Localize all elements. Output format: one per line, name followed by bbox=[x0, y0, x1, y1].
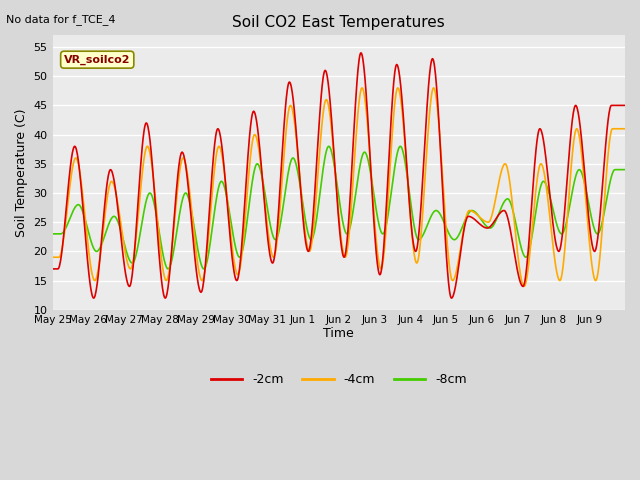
-2cm bbox=[397, 88, 405, 94]
-8cm bbox=[557, 230, 564, 236]
-8cm bbox=[396, 144, 404, 149]
-2cm bbox=[497, 210, 504, 216]
-4cm bbox=[556, 278, 564, 284]
-2cm bbox=[557, 245, 564, 251]
-4cm bbox=[496, 176, 504, 181]
-8cm bbox=[497, 207, 504, 213]
X-axis label: Time: Time bbox=[323, 327, 354, 340]
Text: No data for f_TCE_4: No data for f_TCE_4 bbox=[6, 14, 116, 25]
-8cm bbox=[621, 167, 629, 172]
-4cm bbox=[49, 254, 56, 260]
-2cm bbox=[556, 247, 564, 252]
-2cm bbox=[49, 266, 56, 272]
-8cm bbox=[200, 266, 207, 272]
-2cm bbox=[138, 151, 145, 157]
Line: -4cm: -4cm bbox=[52, 88, 625, 287]
-4cm bbox=[138, 177, 145, 183]
-4cm bbox=[397, 96, 404, 102]
-2cm bbox=[111, 185, 119, 191]
-8cm bbox=[111, 214, 119, 220]
-2cm bbox=[447, 295, 455, 301]
Legend: -2cm, -4cm, -8cm: -2cm, -4cm, -8cm bbox=[206, 368, 472, 391]
-4cm bbox=[557, 277, 564, 283]
Text: VR_soilco2: VR_soilco2 bbox=[64, 55, 131, 65]
Line: -8cm: -8cm bbox=[52, 146, 625, 269]
Y-axis label: Soil Temperature (C): Soil Temperature (C) bbox=[15, 108, 28, 237]
-4cm bbox=[111, 187, 119, 192]
-8cm bbox=[556, 229, 564, 235]
-4cm bbox=[520, 284, 528, 289]
-8cm bbox=[49, 231, 56, 237]
Line: -2cm: -2cm bbox=[52, 53, 625, 298]
-4cm bbox=[621, 126, 629, 132]
-2cm bbox=[357, 50, 365, 56]
Title: Soil CO2 East Temperatures: Soil CO2 East Temperatures bbox=[232, 15, 445, 30]
-2cm bbox=[621, 103, 629, 108]
-4cm bbox=[429, 85, 437, 91]
-8cm bbox=[398, 145, 406, 151]
-8cm bbox=[138, 222, 145, 228]
